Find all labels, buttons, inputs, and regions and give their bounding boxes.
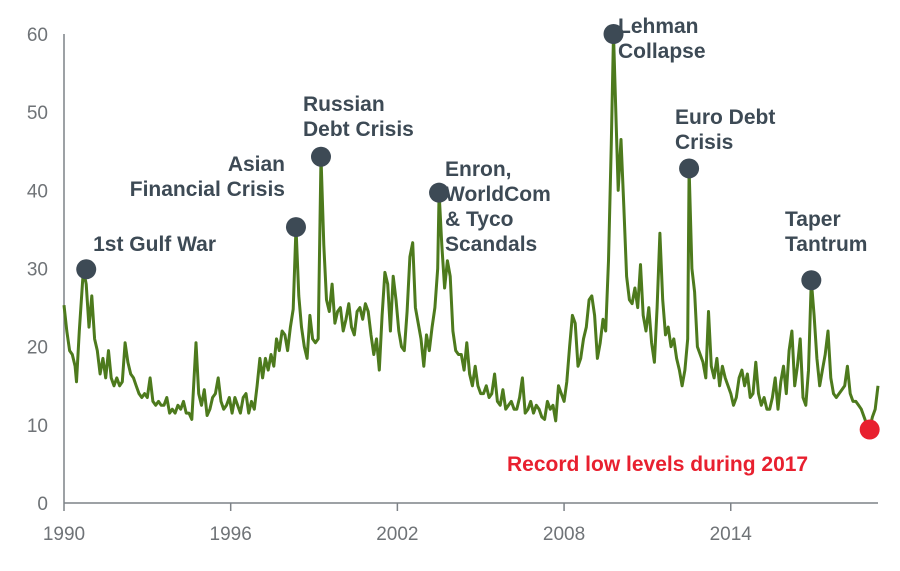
y-tick-label: 10 (27, 416, 48, 437)
x-axis-ticks: 1990 1996 2002 2008 2014 (43, 503, 752, 545)
y-tick-label: 60 (27, 25, 48, 46)
event-label: 1st Gulf War (93, 233, 216, 256)
event-label: Russian (303, 93, 385, 116)
y-tick-label: 50 (27, 103, 48, 124)
y-tick-label: 30 (27, 260, 48, 281)
record-low-marker (859, 419, 880, 440)
record-low-highlight: Record low levels during 2017 (507, 419, 880, 476)
event-label: Euro Debt (675, 106, 775, 129)
event-label: Financial Crisis (130, 178, 285, 201)
record-low-label: Record low levels during 2017 (507, 453, 808, 476)
x-tick-label: 1990 (43, 524, 85, 545)
event-marker (285, 217, 306, 238)
series-group (62, 32, 880, 431)
event-label: Crisis (675, 131, 733, 154)
event-label: Scandals (445, 233, 537, 256)
event-label: Enron, (445, 158, 512, 181)
event-label: & Tyco (445, 208, 513, 231)
event-marker (310, 146, 331, 167)
event-label: Asian (228, 153, 285, 176)
y-axis-ticks: 0 10 20 30 40 50 60 (27, 25, 48, 515)
series-line (62, 32, 880, 431)
event-marker (429, 182, 450, 203)
x-tick-label: 2014 (710, 524, 753, 545)
y-tick-label: 0 (37, 494, 48, 515)
event-label: Lehman (618, 15, 699, 38)
event-marker (603, 24, 624, 44)
x-tick-label: 2008 (543, 524, 585, 545)
axes (63, 34, 878, 504)
x-tick-label: 1996 (210, 524, 252, 545)
x-tick-label: 2002 (376, 524, 418, 545)
event-marker (76, 259, 97, 280)
event-label: Collapse (618, 40, 706, 63)
event-label: Tantrum (785, 233, 867, 256)
y-tick-label: 40 (27, 181, 48, 202)
y-tick-label: 20 (27, 338, 48, 359)
event-marker (679, 158, 700, 179)
event-label: Debt Crisis (303, 118, 414, 141)
event-marker (801, 270, 822, 291)
event-label: WorldCom (445, 183, 551, 206)
event-label: Taper (785, 208, 841, 231)
